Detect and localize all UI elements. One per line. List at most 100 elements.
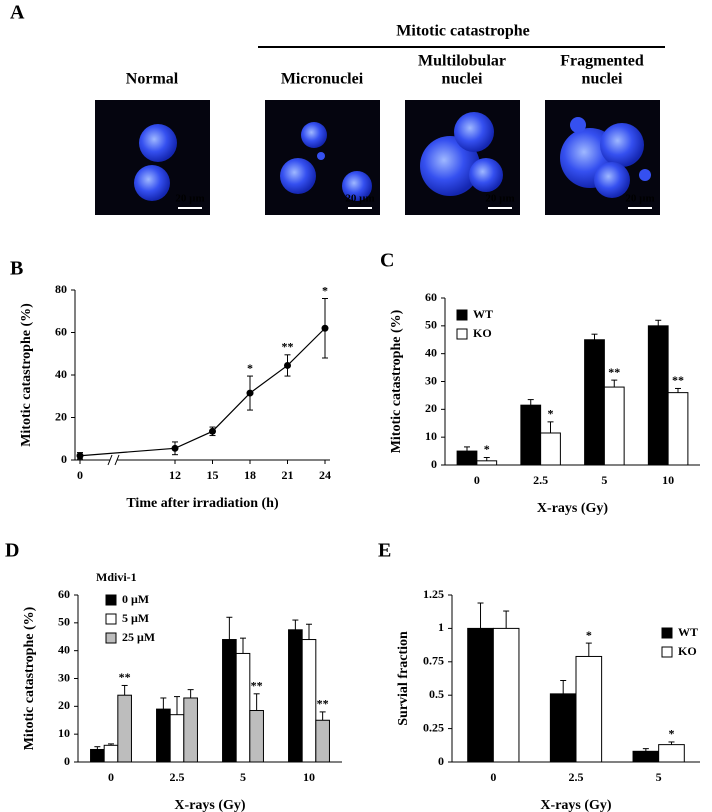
x-axis-label: X-rays (Gy) (174, 798, 245, 812)
significance: ** (119, 670, 131, 684)
y-axis-label: Survial fraction (396, 631, 411, 726)
x-tick-label: 15 (207, 468, 219, 482)
panel-letter: A (10, 2, 25, 24)
bar (169, 714, 185, 763)
y-axis-label: Mitotic catastrophe (%) (389, 309, 404, 453)
x-tick-label: 24 (319, 468, 331, 482)
bar (222, 639, 237, 763)
x-tick-label: 10 (662, 473, 674, 487)
micronucleus (317, 152, 325, 160)
significance: * (668, 727, 674, 741)
x-axis-label: X-rays (Gy) (540, 798, 611, 812)
x-tick-label: 5 (240, 770, 246, 784)
legend-label: KO (473, 326, 492, 340)
image-label: Multilobular (418, 53, 506, 70)
bar (492, 627, 520, 763)
panel-letter: C (380, 250, 394, 272)
legend-swatch (456, 309, 468, 321)
legend-title: Mdivi-1 (96, 570, 137, 584)
scale-label: 20 µm (485, 193, 514, 205)
legend-swatch (105, 613, 117, 625)
bar (235, 652, 251, 763)
bar (575, 655, 603, 763)
marker (209, 427, 216, 435)
bar (456, 450, 478, 466)
bar (658, 744, 685, 763)
significance: * (322, 283, 328, 297)
significance: ** (317, 697, 329, 711)
x-tick-label: 5 (656, 770, 662, 784)
bar (540, 432, 561, 466)
y-tick-label: 80 (55, 282, 67, 296)
y-tick-label: 40 (425, 345, 437, 359)
marker (76, 452, 84, 460)
y-tick-label: 10 (58, 726, 70, 740)
y-tick-label: 0.75 (423, 654, 444, 668)
x-tick-label: 2.5 (533, 473, 548, 487)
y-tick-label: 0 (431, 457, 437, 471)
x-tick-label: 21 (282, 468, 294, 482)
bar (632, 750, 660, 763)
nucleus (139, 124, 177, 162)
bar (156, 708, 171, 763)
legend-label: KO (678, 644, 697, 658)
marker (321, 324, 329, 332)
significance: * (484, 442, 490, 456)
x-tick-label: 0 (474, 473, 480, 487)
nucleus (594, 162, 630, 198)
axis-break (114, 454, 120, 466)
bar (476, 460, 498, 466)
nucleus (454, 112, 494, 152)
scale-label: 20 µm (345, 193, 374, 205)
significance: * (548, 407, 554, 421)
y-tick-label: 60 (425, 290, 437, 304)
legend-swatch (456, 328, 468, 340)
y-tick-label: 50 (58, 615, 70, 629)
nucleus (420, 136, 480, 196)
image-label: nuclei (442, 71, 483, 88)
nucleus (600, 123, 644, 167)
x-tick-label: 0 (490, 770, 496, 784)
y-tick-label: 20 (425, 401, 437, 415)
legend-label: WT (678, 625, 698, 639)
legend-swatch (105, 632, 117, 644)
bar (603, 386, 625, 466)
line (79, 327, 326, 457)
image-label: Micronuclei (281, 71, 364, 88)
axis-break (107, 454, 113, 466)
bar (183, 697, 198, 763)
y-tick-label: 30 (425, 373, 437, 387)
significance: * (247, 361, 253, 375)
y-tick-label: 0 (438, 754, 444, 768)
marker (246, 389, 254, 397)
x-tick-label: 0 (108, 770, 114, 784)
panel-letter: E (378, 540, 391, 562)
y-tick-label: 50 (425, 318, 437, 332)
legend-label: 0 μM (122, 592, 149, 606)
x-tick-label: 2.5 (569, 770, 584, 784)
bar (103, 744, 119, 763)
y-tick-label: 20 (55, 409, 67, 423)
y-tick-label: 40 (55, 367, 67, 381)
group-label: Mitotic catastrophe (396, 23, 529, 40)
y-tick-label: 0 (64, 754, 70, 768)
y-axis-label: Mitotic catastrophe (%) (19, 303, 34, 447)
y-tick-label: 60 (58, 587, 70, 601)
y-tick-label: 10 (425, 429, 437, 443)
y-tick-label: 1 (438, 620, 444, 634)
marker (284, 361, 291, 369)
panel-letter: D (5, 540, 19, 562)
y-axis-label: Mitotic catastrophe (%) (22, 606, 37, 750)
bar (301, 639, 317, 763)
marker (171, 444, 179, 452)
scale-label: 20 µm (175, 193, 204, 205)
micrographs (95, 100, 660, 215)
bar (249, 710, 264, 763)
y-tick-label: 30 (58, 670, 70, 684)
bar (288, 629, 303, 763)
legend-label: 25 μM (122, 630, 155, 644)
significance: ** (251, 679, 263, 693)
bar (117, 694, 132, 763)
image-label: nuclei (582, 71, 623, 88)
x-tick-label: 12 (169, 468, 181, 482)
